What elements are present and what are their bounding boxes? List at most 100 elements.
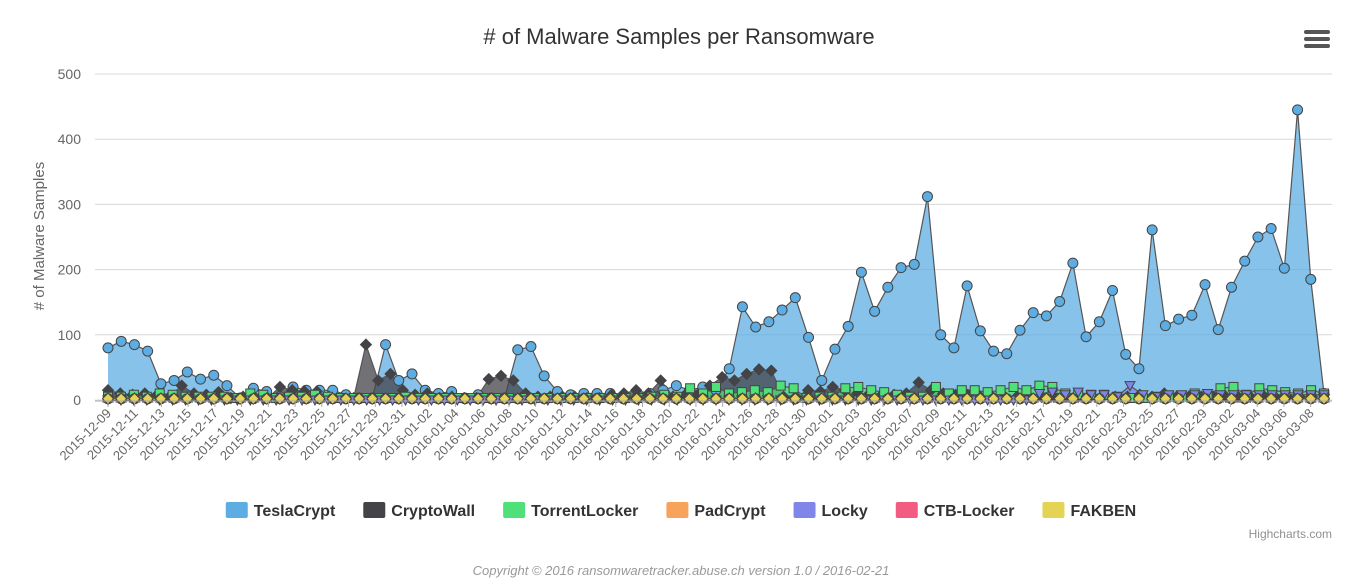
data-point — [393, 374, 405, 386]
data-point — [1225, 281, 1237, 293]
data-point — [736, 301, 748, 313]
data-point — [853, 381, 864, 392]
legend-label: TeslaCrypt — [254, 503, 336, 520]
data-point — [208, 369, 220, 381]
data-point — [1067, 257, 1079, 269]
data-point — [102, 342, 114, 354]
data-point — [1305, 273, 1317, 285]
series-areas — [107, 109, 1325, 401]
data-point — [1124, 381, 1136, 392]
data-point — [1072, 387, 1085, 399]
data-point — [380, 339, 392, 351]
data-point — [750, 321, 762, 333]
data-point — [1228, 381, 1239, 392]
legend-label: PadCrypt — [694, 503, 766, 520]
data-point — [1292, 104, 1304, 116]
chart-title: # of Malware Samples per Ransomware — [483, 24, 874, 49]
data-point — [1040, 310, 1052, 322]
legend-item-teslacrypt[interactable]: TeslaCrypt — [225, 502, 336, 520]
data-point — [723, 363, 735, 375]
data-point — [1014, 324, 1026, 336]
hamburger-menu-icon — [1304, 44, 1330, 48]
legend-item-torrentlocker[interactable]: TorrentLocker — [503, 502, 638, 520]
data-point — [988, 345, 1000, 357]
data-point — [1133, 363, 1145, 375]
data-point — [670, 380, 682, 392]
data-point — [115, 335, 127, 347]
context-menu-button[interactable] — [1302, 28, 1332, 52]
data-point — [935, 329, 947, 341]
data-point — [1159, 320, 1171, 332]
legend-swatch — [503, 502, 526, 518]
data-point — [482, 372, 495, 386]
data-point — [525, 341, 537, 353]
legend-item-padcrypt[interactable]: PadCrypt — [666, 502, 766, 520]
data-point — [359, 338, 373, 351]
hamburger-menu-icon — [1304, 37, 1330, 41]
data-point — [195, 373, 207, 385]
data-point — [372, 374, 385, 387]
data-point — [538, 370, 550, 382]
data-point — [1186, 309, 1198, 321]
data-point — [1146, 224, 1158, 236]
data-point — [789, 292, 801, 304]
data-point — [715, 370, 729, 384]
data-point — [776, 304, 788, 316]
data-point — [948, 342, 960, 354]
legend-swatch — [225, 502, 248, 518]
data-point — [175, 379, 188, 392]
data-point — [1199, 279, 1211, 291]
data-point — [1239, 255, 1251, 267]
data-point — [1001, 348, 1013, 360]
data-point — [221, 380, 233, 392]
y-axis-ticks: 0 100 200 300 400 500 — [58, 66, 82, 408]
data-point — [775, 380, 786, 391]
data-point — [728, 374, 741, 387]
data-point — [763, 316, 775, 328]
data-point — [384, 367, 397, 381]
credits-link[interactable]: Highcharts.com — [1249, 527, 1332, 541]
y-tick-label: 300 — [58, 196, 82, 212]
data-point — [840, 383, 851, 394]
data-point — [1027, 307, 1039, 319]
data-point — [1080, 331, 1092, 343]
data-point — [1173, 313, 1185, 325]
data-point — [507, 374, 520, 387]
y-tick-label: 100 — [58, 327, 82, 343]
data-point — [740, 367, 753, 381]
series-area-teslacrypt — [108, 109, 1324, 401]
legend-swatch — [1042, 502, 1065, 518]
data-point — [974, 325, 986, 337]
data-point — [956, 385, 967, 396]
data-point — [128, 339, 140, 351]
data-point — [1093, 316, 1105, 328]
legend-swatch — [666, 502, 689, 518]
data-point — [842, 320, 854, 332]
legend-swatch — [793, 502, 816, 518]
data-point — [1107, 284, 1119, 296]
data-point — [1120, 348, 1132, 360]
data-point — [895, 262, 907, 274]
data-point — [752, 363, 766, 376]
hamburger-menu-icon — [1304, 30, 1330, 34]
data-point — [1212, 324, 1224, 336]
legend-item-fakben[interactable]: FAKBEN — [1042, 502, 1136, 520]
data-point — [961, 280, 973, 292]
data-point — [969, 385, 980, 396]
data-point — [142, 345, 154, 357]
data-point — [882, 281, 894, 293]
legend-item-locky[interactable]: Locky — [793, 502, 868, 520]
data-point — [921, 191, 933, 203]
legend: TeslaCrypt CryptoWall TorrentLocker PadCryp… — [225, 502, 1136, 520]
legend-item-ctb-locker[interactable]: CTB-Locker — [895, 502, 1015, 520]
data-point — [406, 368, 418, 380]
data-point — [912, 376, 925, 389]
legend-item-cryptowall[interactable]: CryptoWall — [363, 502, 475, 520]
data-point — [1046, 387, 1059, 399]
legend-label: FAKBEN — [1070, 503, 1136, 520]
legend-label: CryptoWall — [391, 503, 475, 520]
legend-swatch — [895, 502, 918, 518]
data-point — [803, 331, 815, 343]
data-point — [908, 258, 920, 270]
